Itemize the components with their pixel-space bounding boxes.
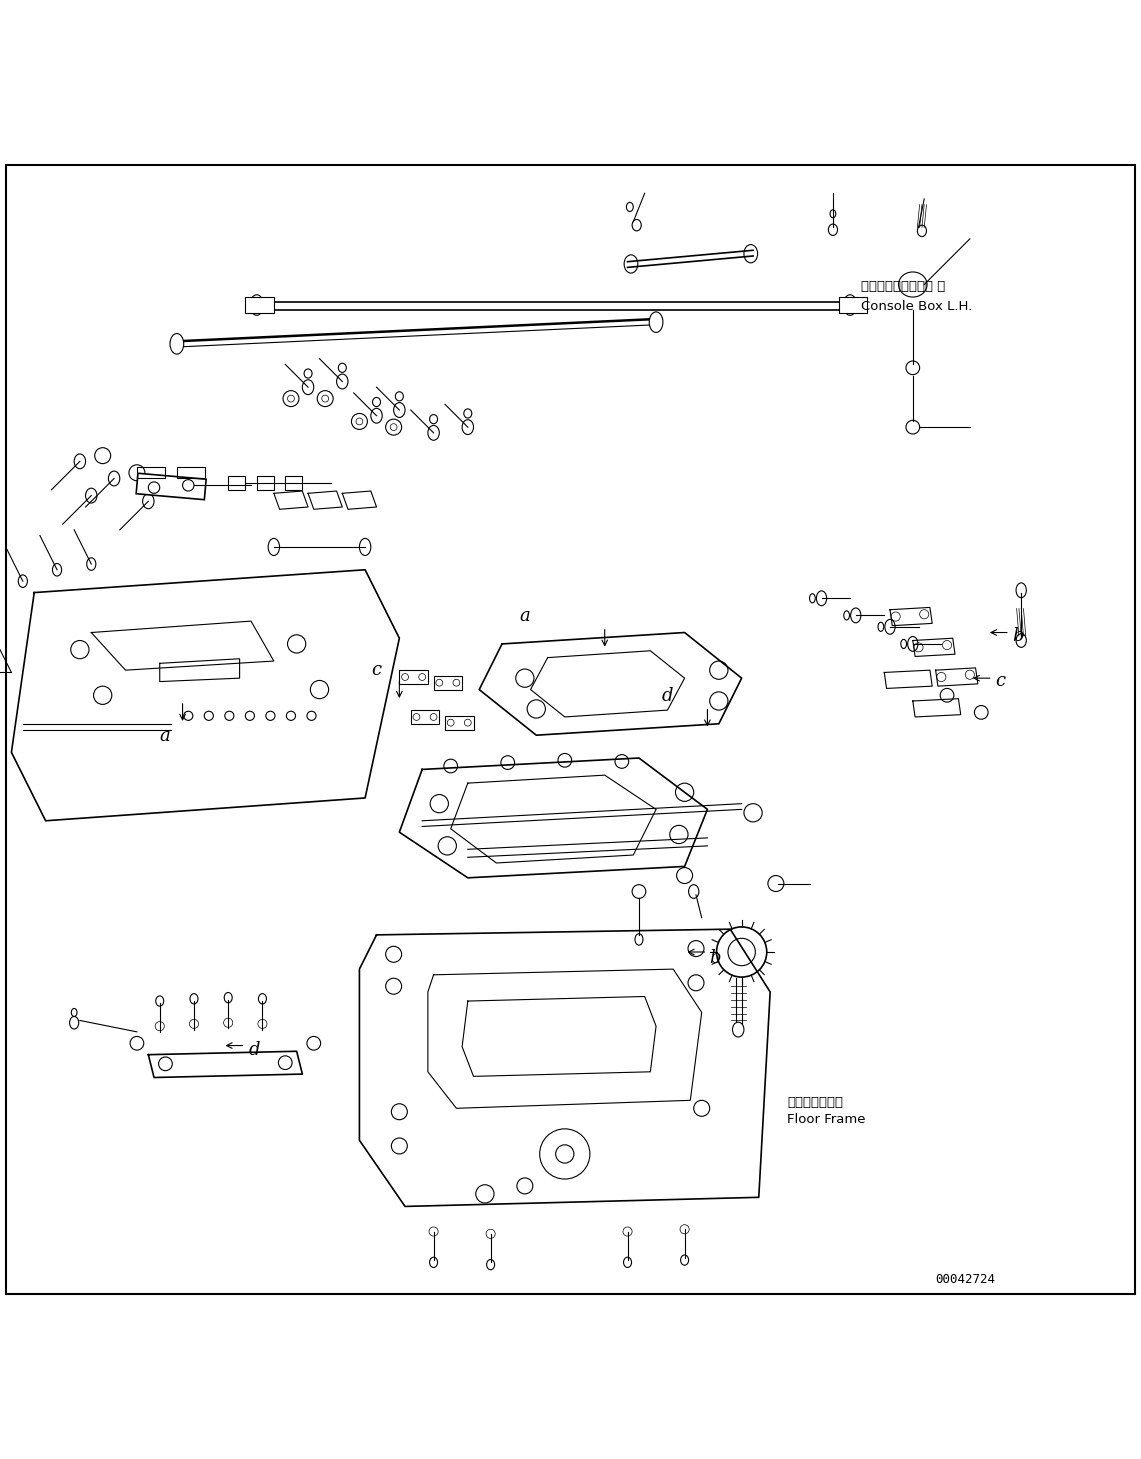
Ellipse shape xyxy=(898,271,926,298)
Text: Floor Frame: Floor Frame xyxy=(787,1113,866,1126)
Text: c: c xyxy=(371,661,381,678)
Bar xyxy=(411,711,439,724)
Text: a: a xyxy=(160,727,170,746)
Polygon shape xyxy=(148,1052,302,1078)
Bar xyxy=(399,670,428,684)
Text: c: c xyxy=(995,673,1005,690)
Bar xyxy=(137,467,165,479)
Bar xyxy=(434,676,462,690)
Bar xyxy=(228,476,245,490)
Text: コンソールボックス 左: コンソールボックス 左 xyxy=(861,280,946,293)
Bar xyxy=(445,716,474,730)
Bar xyxy=(257,476,274,490)
Polygon shape xyxy=(913,699,961,716)
Text: フロアフレーム: フロアフレーム xyxy=(787,1096,843,1109)
Ellipse shape xyxy=(649,312,663,333)
Polygon shape xyxy=(913,638,955,657)
Bar xyxy=(839,298,867,314)
Polygon shape xyxy=(884,670,932,689)
Polygon shape xyxy=(342,492,377,509)
Text: d: d xyxy=(249,1040,260,1059)
Polygon shape xyxy=(308,492,342,509)
Bar xyxy=(285,476,302,490)
Ellipse shape xyxy=(170,334,184,355)
Text: b: b xyxy=(710,950,721,967)
Polygon shape xyxy=(359,929,770,1207)
Bar xyxy=(177,467,205,479)
Text: d: d xyxy=(662,687,673,705)
Polygon shape xyxy=(11,570,399,821)
Text: 00042724: 00042724 xyxy=(936,1272,996,1285)
Text: a: a xyxy=(519,607,529,624)
Polygon shape xyxy=(399,759,707,878)
Bar xyxy=(136,473,207,499)
Ellipse shape xyxy=(733,1023,744,1037)
Text: Console Box L.H.: Console Box L.H. xyxy=(861,299,973,312)
Polygon shape xyxy=(274,492,308,509)
Text: b: b xyxy=(1012,626,1023,645)
Polygon shape xyxy=(479,633,742,735)
Bar xyxy=(245,298,274,314)
Polygon shape xyxy=(890,607,932,626)
Polygon shape xyxy=(936,668,978,686)
